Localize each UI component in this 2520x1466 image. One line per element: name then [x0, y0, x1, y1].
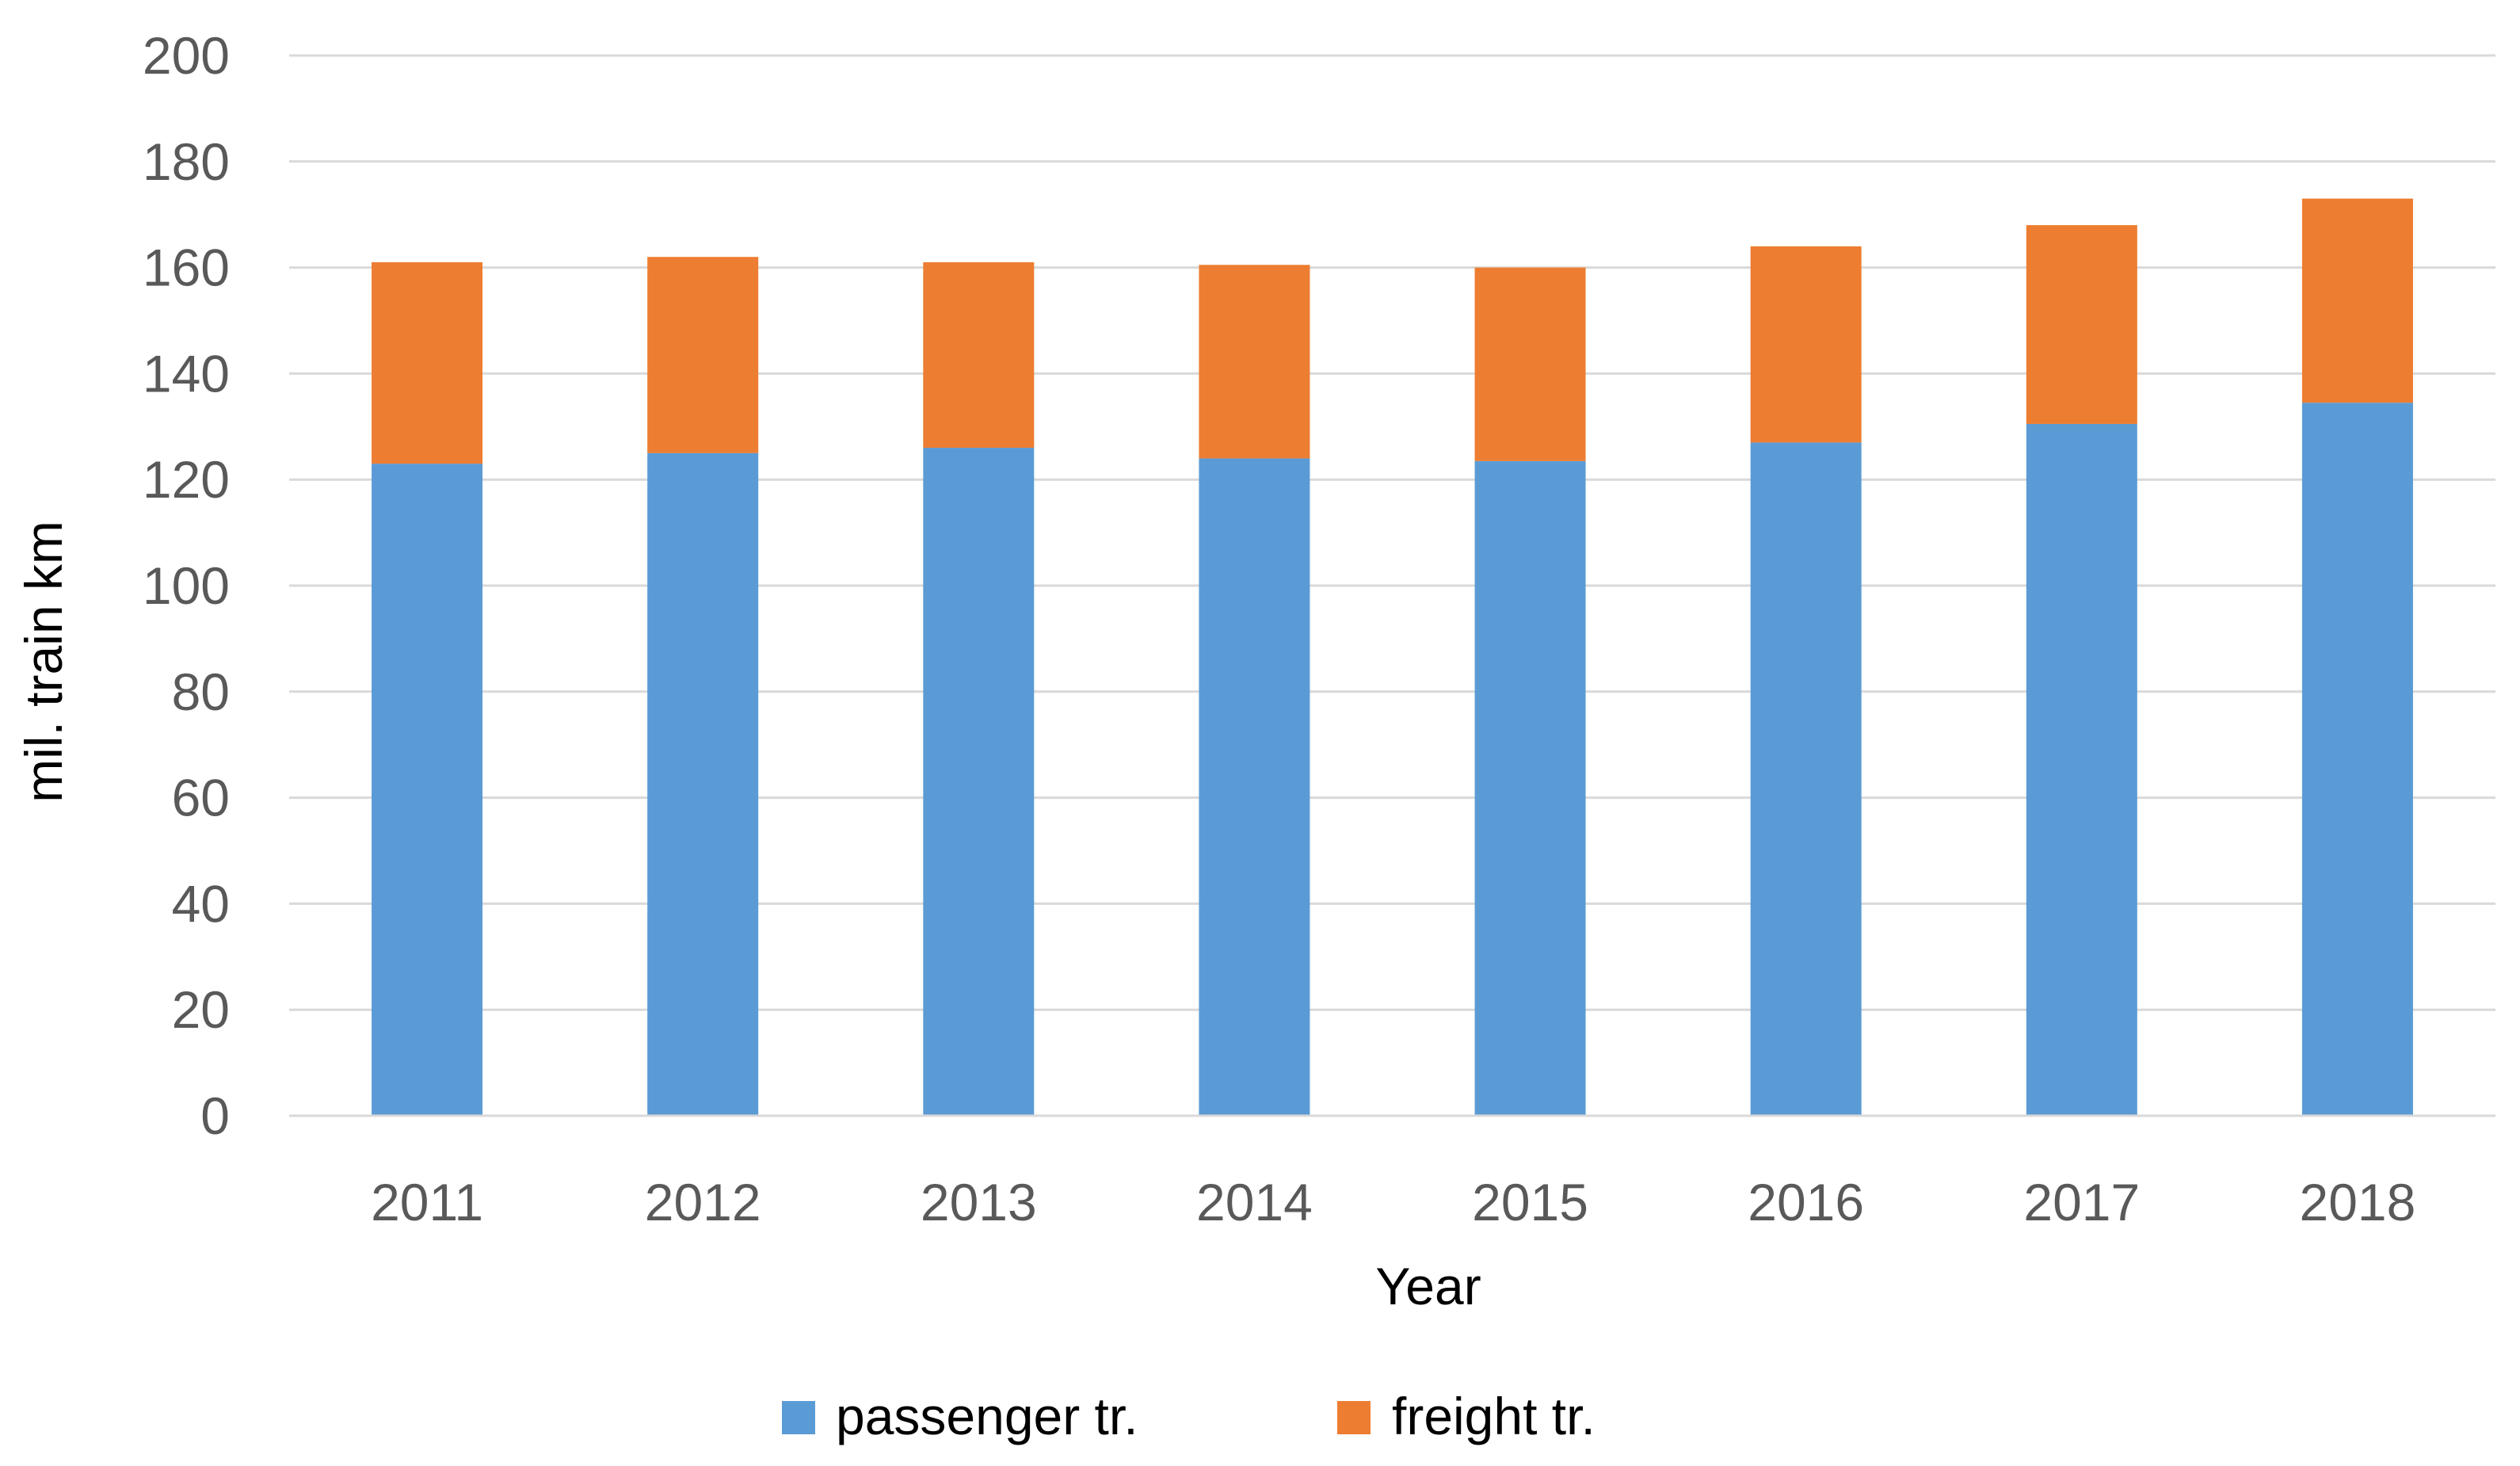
bar-passenger-2015: [1474, 460, 1586, 1116]
bar-passenger-2012: [647, 452, 759, 1116]
y-tick-label: 180: [143, 132, 230, 191]
bar-passenger-2018: [2301, 403, 2413, 1116]
x-tick-label: 2012: [645, 1173, 761, 1231]
y-tick-label: 0: [200, 1086, 230, 1145]
bar-passenger-2011: [372, 464, 483, 1116]
y-tick-label: 100: [143, 556, 230, 615]
y-tick-label: 200: [143, 26, 230, 85]
legend: passenger tr. freight tr.: [782, 1387, 1595, 1445]
bar-passenger-2013: [923, 448, 1035, 1116]
y-tick-label: 160: [143, 239, 230, 297]
bar-freight-2011: [372, 262, 483, 464]
bar-freight-2012: [647, 257, 759, 453]
x-tick-label: 2014: [1196, 1173, 1313, 1231]
y-axis-title: mil. train km: [14, 521, 73, 803]
x-axis-ticks: 2011 2012 2013 2014 2015 2016 2017 2018: [371, 1173, 2415, 1231]
y-tick-label: 140: [143, 344, 230, 403]
bars: [372, 198, 2413, 1116]
bar-freight-2018: [2301, 198, 2413, 403]
x-tick-label: 2016: [1748, 1173, 1864, 1231]
legend-label-freight: freight tr.: [1392, 1387, 1595, 1445]
legend-swatch-freight: [1337, 1401, 1371, 1434]
y-tick-label: 20: [172, 980, 230, 1039]
x-tick-label: 2018: [2300, 1173, 2416, 1231]
bar-passenger-2017: [2026, 423, 2137, 1116]
x-axis-title: Year: [1375, 1257, 1481, 1315]
y-axis-ticks: 0 20 40 60 80 100 120 140 160 180 200: [143, 26, 230, 1145]
y-tick-label: 80: [172, 662, 230, 721]
y-tick-label: 120: [143, 450, 230, 509]
x-tick-label: 2013: [921, 1173, 1037, 1231]
bar-passenger-2016: [1750, 442, 1862, 1116]
legend-swatch-passenger: [782, 1401, 815, 1434]
gridlines: [289, 54, 2495, 1011]
bar-passenger-2014: [1199, 458, 1310, 1116]
bar-freight-2016: [1750, 246, 1862, 443]
bar-freight-2013: [923, 262, 1035, 449]
y-tick-label: 60: [172, 769, 230, 827]
x-tick-label: 2017: [2023, 1173, 2140, 1231]
y-tick-label: 40: [172, 874, 230, 933]
legend-label-passenger: passenger tr.: [836, 1387, 1138, 1445]
x-tick-label: 2015: [1472, 1173, 1588, 1231]
bar-freight-2014: [1199, 265, 1310, 459]
bar-freight-2017: [2026, 225, 2137, 424]
bar-freight-2015: [1474, 267, 1586, 461]
x-tick-label: 2011: [371, 1173, 483, 1231]
